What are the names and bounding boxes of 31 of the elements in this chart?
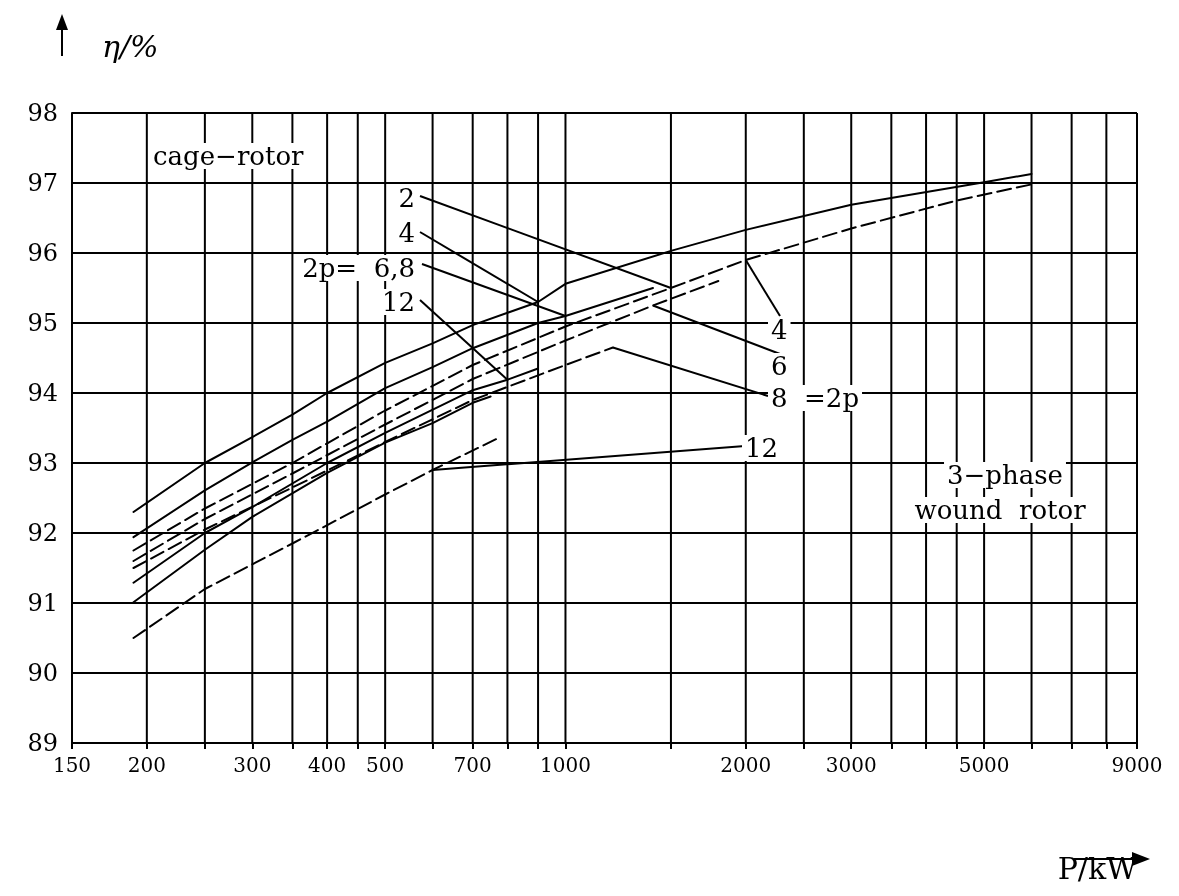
annotation: 8 =2p: [771, 383, 860, 413]
y-tick-label: 90: [27, 659, 58, 687]
x-tick-label: 700: [453, 753, 492, 777]
y-tick-label: 95: [27, 309, 58, 337]
annotation: 12: [745, 433, 779, 463]
y-tick-label: 97: [27, 169, 58, 197]
x-tick-label: 200: [127, 753, 166, 777]
y-tick-label: 92: [27, 519, 58, 547]
y-tick-label: 91: [27, 589, 58, 617]
annotation: 4: [398, 218, 415, 248]
y-tick-label: 98: [27, 99, 58, 127]
annotation: wound rotor: [914, 495, 1087, 525]
annotation: cage−rotor: [153, 141, 305, 171]
annotation: 2: [398, 183, 415, 213]
x-tick-label: 500: [366, 753, 405, 777]
annotation: 6: [771, 351, 788, 381]
x-tick-label: 9000: [1111, 753, 1163, 777]
y-tick-label: 94: [27, 379, 58, 407]
annotation: 2p= 6,8: [302, 253, 415, 283]
y-tick-label: 93: [27, 449, 58, 477]
y-tick-label: 96: [27, 239, 58, 267]
annotation: 3−phase: [947, 460, 1063, 490]
y-axis-title: η/%: [102, 28, 159, 64]
x-tick-label: 2000: [720, 753, 772, 777]
x-tick-label: 1000: [540, 753, 591, 777]
annotation: 12: [381, 287, 415, 317]
annotation: 4: [771, 315, 788, 345]
x-tick-label: 300: [233, 753, 272, 777]
x-tick-label: 3000: [825, 753, 877, 777]
x-tick-label: 5000: [958, 753, 1010, 777]
x-tick-label: 400: [308, 753, 347, 777]
